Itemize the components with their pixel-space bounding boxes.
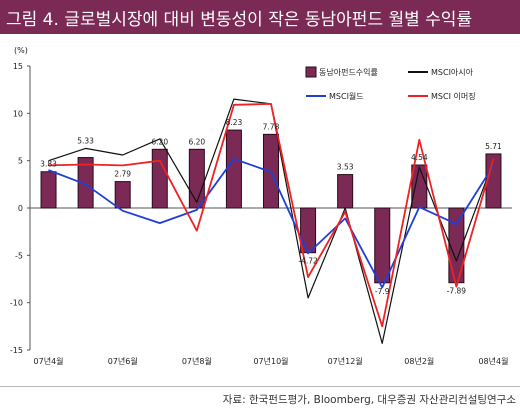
data-label: -4.72 (298, 257, 318, 266)
bar (411, 164, 428, 209)
x-tick-label: 08년4월 (478, 356, 508, 366)
source-note: 자료: 한국펀드평가, Bloomberg, 대우증권 자산관리컨설팅연구소 (222, 394, 516, 406)
bar (40, 171, 57, 209)
bar (300, 207, 317, 254)
y-tick-label: -15 (10, 346, 23, 355)
x-tick-label: 07년10월 (253, 356, 288, 366)
data-label: 5.33 (77, 136, 94, 145)
y-tick-label: -10 (10, 299, 23, 308)
data-label: 5.71 (485, 142, 502, 151)
data-label: 7.78 (263, 122, 280, 131)
legend-label: MSCI월드 (329, 91, 364, 101)
data-label: 3.83 (40, 160, 57, 169)
chart-svg: -15 -10 -5 0 5 10 15 (%) 3.83 5.33 2.79 6.20 6.20 8.2… (10, 46, 512, 366)
x-tick-label: 07년8월 (182, 356, 212, 366)
legend-label: MSCI아시아 (431, 67, 474, 77)
bar (374, 207, 391, 284)
y-tick-label: 0 (18, 204, 23, 213)
y-tick-label: 10 (13, 109, 23, 118)
x-tick-label: 07년6월 (108, 356, 138, 366)
series-line (48, 103, 495, 328)
legend-swatch (305, 66, 317, 78)
data-label: -7.9 (375, 287, 390, 296)
legend-label: MSCI 이머징 (431, 91, 476, 101)
series-line (48, 157, 495, 289)
y-tick-label: 15 (13, 62, 23, 71)
data-label: 4.54 (411, 153, 428, 162)
data-label: 6.20 (188, 137, 205, 146)
data-label: 3.53 (337, 163, 354, 172)
y-tick-label: -5 (15, 251, 23, 260)
bar (225, 129, 242, 209)
title-bar: 그림 4. 글로벌시장에 대비 변동성이 작은 동남아펀드 월별 수익률 (0, 0, 520, 34)
data-label: 6.20 (151, 137, 168, 146)
legend-label: 동남아펀드수익률 (319, 67, 378, 77)
data-label: 8.23 (226, 118, 243, 127)
bar (114, 181, 131, 209)
chart-area: -15 -10 -5 0 5 10 15 (%) 3.83 5.33 2.79 6.20 6.20 8.2… (0, 34, 520, 386)
footer-divider (0, 386, 520, 387)
data-label: 2.79 (114, 170, 131, 179)
x-tick-label: 08년2월 (404, 356, 434, 366)
y-tick-label: 5 (18, 157, 23, 166)
data-label: -7.89 (447, 287, 467, 296)
bar (337, 174, 354, 209)
bar (151, 148, 168, 209)
y-unit-label: (%) (14, 46, 28, 55)
x-tick-label: 07년4월 (34, 356, 64, 366)
x-tick-label: 07년12월 (328, 356, 363, 366)
bar (188, 148, 205, 209)
bar (448, 207, 465, 284)
chart-title: 그림 4. 글로벌시장에 대비 변동성이 작은 동남아펀드 월별 수익률 (6, 10, 473, 30)
bar (77, 157, 94, 209)
